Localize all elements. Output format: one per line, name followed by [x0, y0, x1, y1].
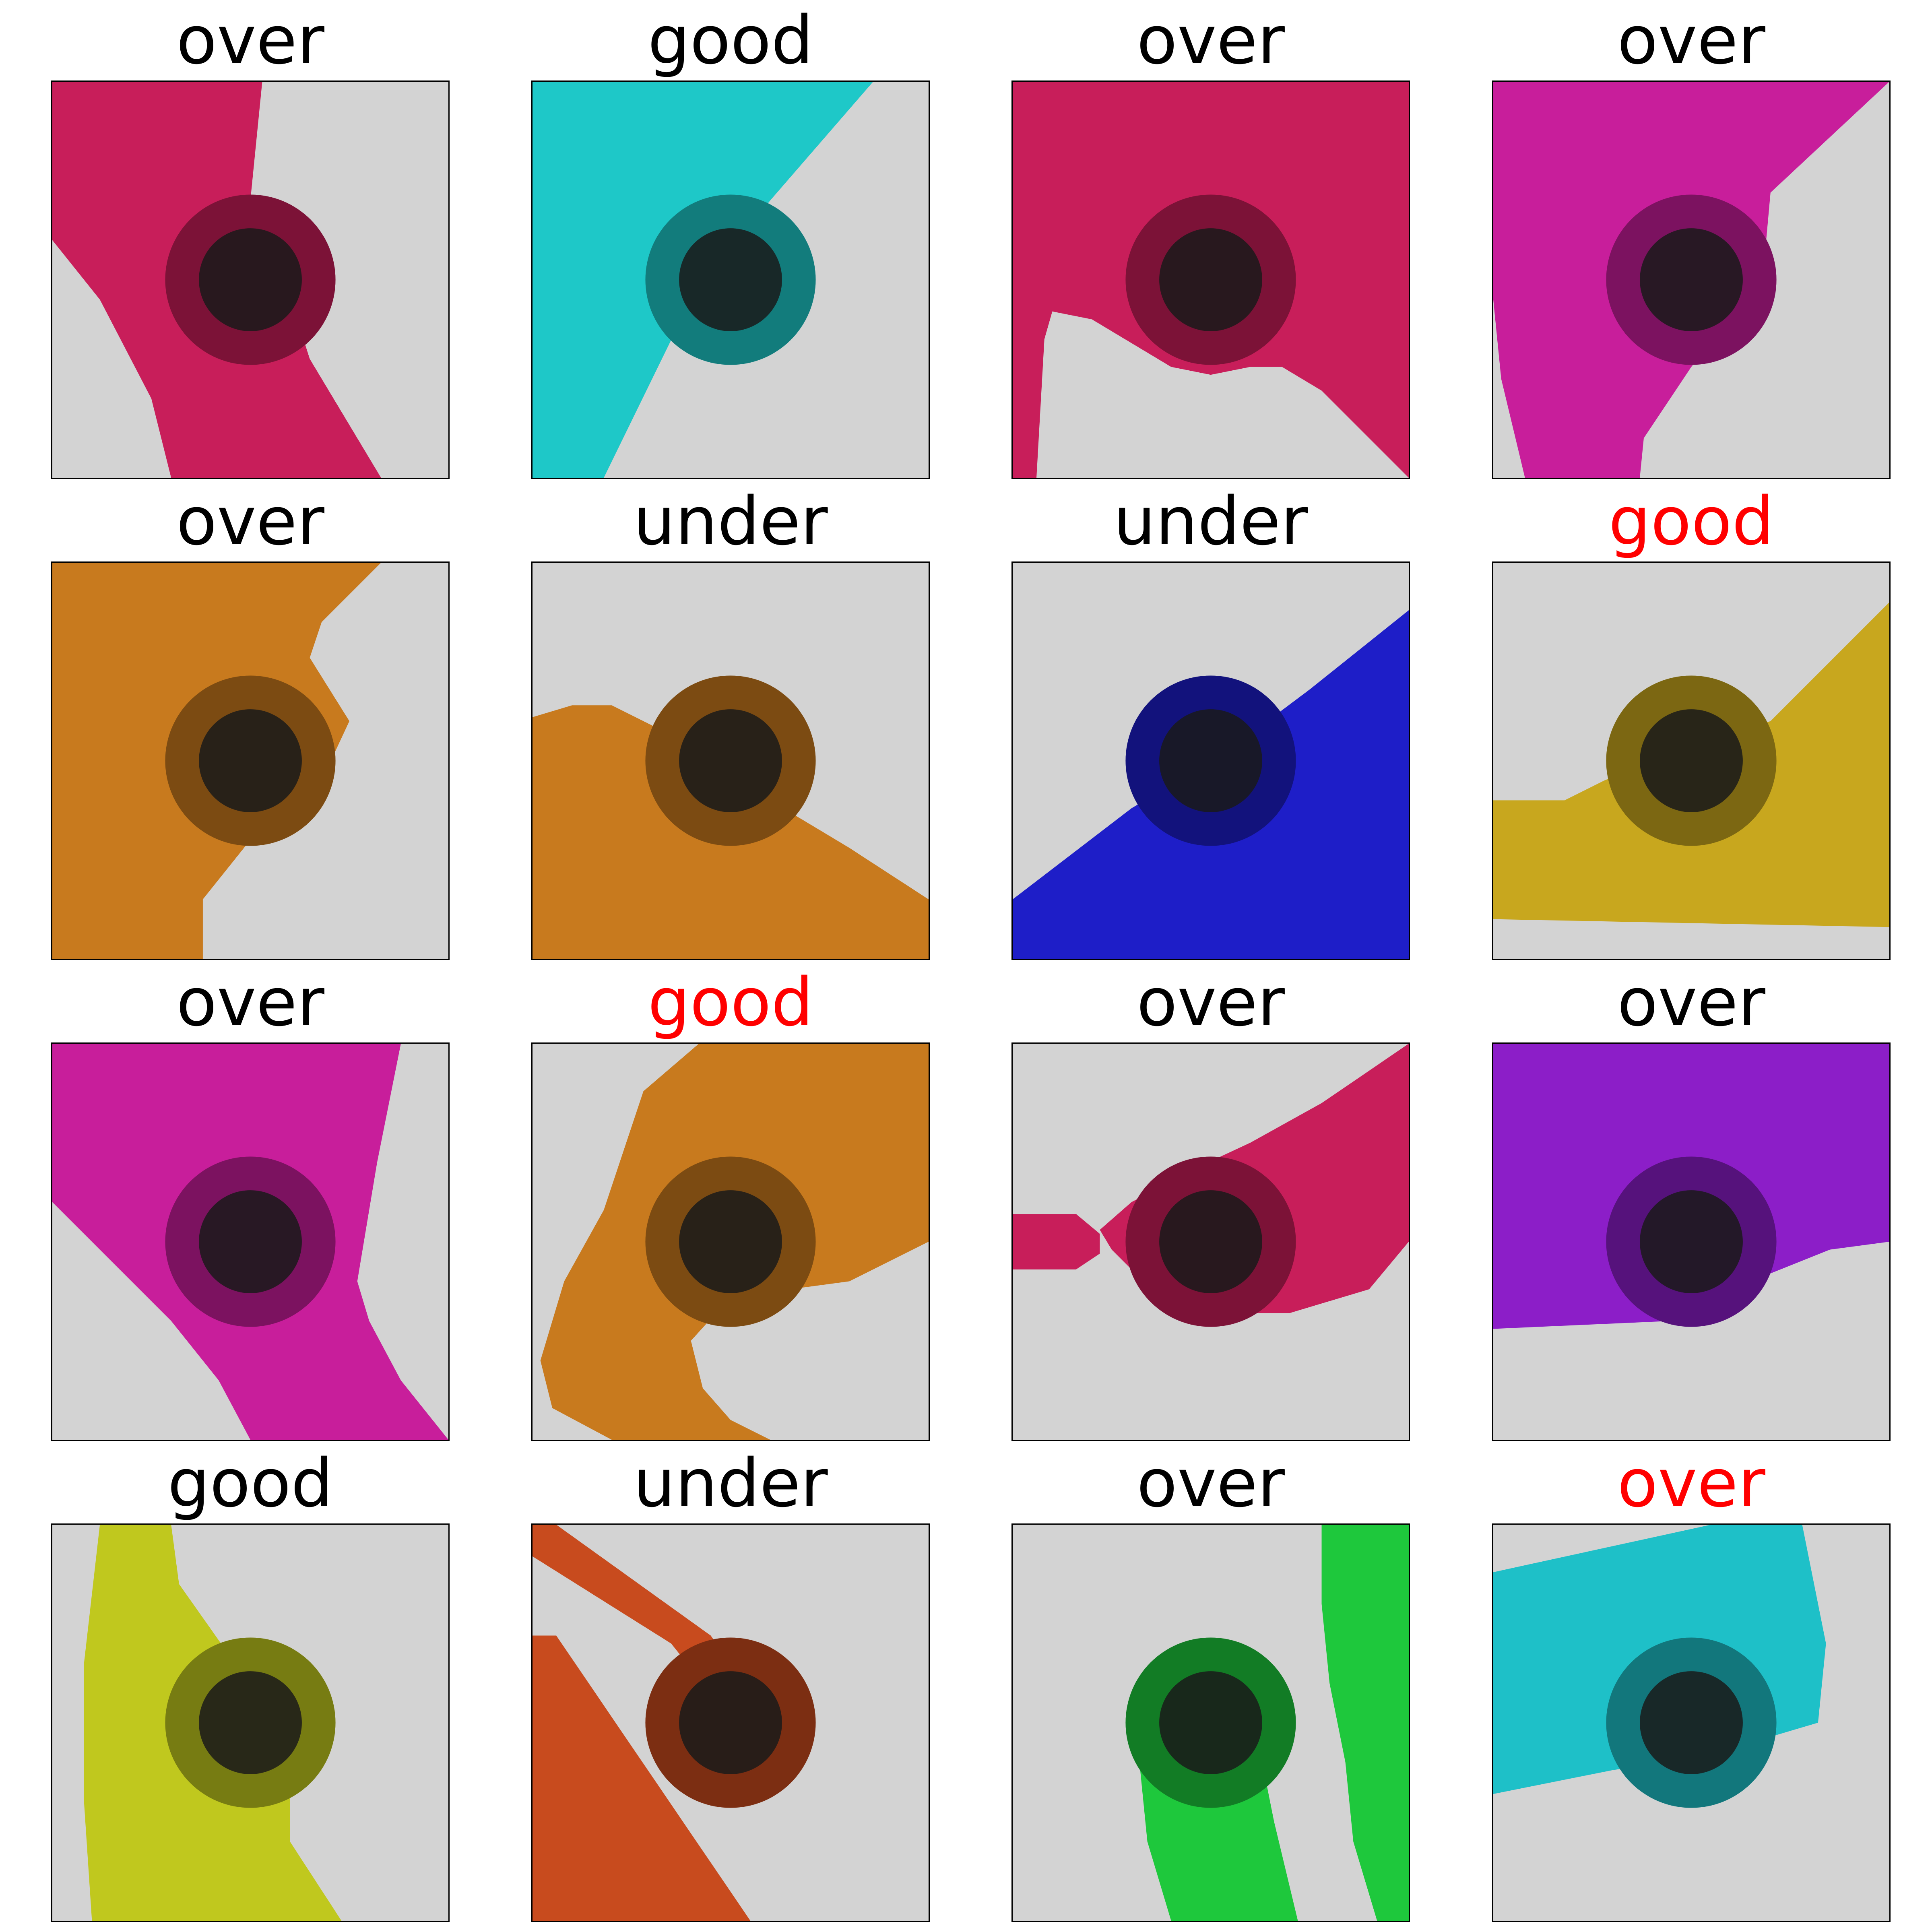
- panel-label: good: [1608, 483, 1774, 560]
- panel-label: under: [633, 483, 828, 560]
- panel-image: [51, 80, 450, 479]
- panel-image: [1492, 1523, 1891, 1922]
- panel-label: good: [167, 1445, 333, 1522]
- target-core: [1640, 228, 1743, 331]
- target-core: [1159, 1190, 1262, 1293]
- panel-image: [1011, 561, 1410, 960]
- panel-svg: [533, 1525, 816, 1921]
- panel-label: over: [1137, 1445, 1285, 1522]
- target-core: [1159, 1671, 1262, 1774]
- target-core: [1159, 228, 1262, 331]
- panel-svg: [1013, 82, 1409, 478]
- panel-image: [531, 1523, 930, 1922]
- panel-label: over: [1617, 964, 1765, 1041]
- panel-image: [1011, 80, 1410, 479]
- panel-label: good: [648, 2, 813, 79]
- segmented-region: [533, 1525, 751, 1921]
- panel-svg: [84, 1525, 342, 1921]
- panel-label: over: [1137, 2, 1285, 79]
- panel-image: [51, 1523, 450, 1922]
- target-core: [199, 228, 302, 331]
- panel-svg: [52, 82, 381, 478]
- panel-label: over: [1137, 964, 1285, 1041]
- target-core: [679, 1671, 782, 1774]
- panel-svg: [533, 82, 873, 478]
- panel-image: [1492, 1042, 1891, 1441]
- target-core: [1159, 709, 1262, 812]
- panel-svg: [1013, 1044, 1409, 1327]
- panel-image: [531, 80, 930, 479]
- panel-image: [51, 561, 450, 960]
- panel-svg: [540, 1044, 929, 1440]
- panel-svg: [52, 563, 381, 959]
- target-core: [1640, 1671, 1743, 1774]
- panel-image: [51, 1042, 450, 1441]
- panel-svg: [52, 1044, 448, 1440]
- panel-label: over: [176, 2, 324, 79]
- panel-label: over: [176, 964, 324, 1041]
- panel-svg: [1125, 1525, 1409, 1921]
- target-core: [199, 1190, 302, 1293]
- panel-svg: [1493, 1525, 1826, 1808]
- panel-svg: [1493, 602, 1889, 927]
- panel-image: [1011, 1523, 1410, 1922]
- panel-label: over: [1617, 2, 1765, 79]
- panel-image: [531, 561, 930, 960]
- target-core: [199, 709, 302, 812]
- panel-image: [531, 1042, 930, 1441]
- panel-label: under: [1113, 483, 1308, 560]
- panel-label: over: [176, 483, 324, 560]
- panel-image: [1492, 80, 1891, 479]
- target-core: [199, 1671, 302, 1774]
- panel-svg: [1493, 82, 1889, 478]
- target-core: [1640, 709, 1743, 812]
- target-core: [679, 228, 782, 331]
- target-core: [1640, 1190, 1743, 1293]
- panel-image: [1011, 1042, 1410, 1441]
- segmented-region: [1139, 1525, 1409, 1921]
- target-core: [679, 1190, 782, 1293]
- panel-svg: [1493, 1044, 1889, 1329]
- target-core: [679, 709, 782, 812]
- panel-svg: [1013, 610, 1409, 959]
- panel-label: under: [633, 1445, 828, 1522]
- panel-svg: [533, 675, 929, 959]
- panel-image: [1492, 561, 1891, 960]
- panel-label: over: [1617, 1445, 1765, 1522]
- panel-label: good: [648, 964, 813, 1041]
